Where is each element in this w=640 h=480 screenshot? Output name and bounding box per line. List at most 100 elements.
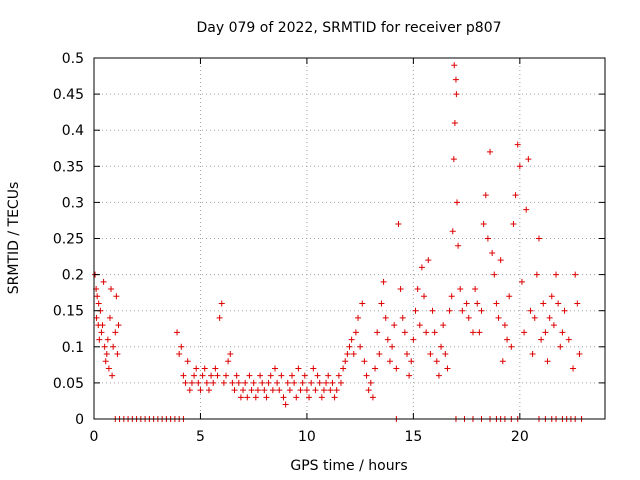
data-point <box>435 372 442 379</box>
data-point <box>529 351 536 358</box>
data-point <box>325 372 332 379</box>
data-point <box>433 358 440 365</box>
data-point <box>357 343 364 350</box>
data-point <box>463 300 470 307</box>
data-point <box>274 379 281 386</box>
data-point <box>263 394 270 401</box>
data-point <box>327 387 334 394</box>
data-point <box>331 394 338 401</box>
data-point <box>242 379 249 386</box>
data-point <box>367 379 374 386</box>
data-point <box>195 379 202 386</box>
data-point <box>110 343 117 350</box>
data-point <box>261 387 268 394</box>
data-point <box>115 322 122 329</box>
data-point <box>518 278 525 285</box>
data-point <box>555 300 562 307</box>
data-point <box>374 329 381 336</box>
data-point <box>176 351 183 358</box>
data-point <box>186 387 193 394</box>
data-point <box>416 322 423 329</box>
data-point <box>504 336 511 343</box>
data-point <box>544 358 551 365</box>
x-tick-label: 0 <box>90 429 99 445</box>
data-point <box>295 365 302 372</box>
data-point <box>231 387 238 394</box>
data-point <box>248 387 255 394</box>
data-point <box>514 141 521 148</box>
data-point <box>412 307 419 314</box>
data-point <box>489 249 496 256</box>
data-point <box>95 300 102 307</box>
data-point <box>112 329 119 336</box>
data-point <box>355 314 362 321</box>
data-point <box>506 293 513 300</box>
data-point <box>352 329 359 336</box>
data-point <box>557 343 564 350</box>
data-point <box>214 372 221 379</box>
data-point <box>423 329 430 336</box>
data-point <box>472 286 479 293</box>
data-point <box>452 76 459 83</box>
data-point <box>393 365 400 372</box>
data-point <box>259 379 266 386</box>
data-point <box>380 278 387 285</box>
data-point <box>193 365 200 372</box>
data-point <box>227 351 234 358</box>
data-point <box>510 221 517 228</box>
data-point <box>565 336 572 343</box>
data-points <box>92 62 585 422</box>
y-axis-label: SRMTID / TECUs <box>6 182 22 295</box>
data-point <box>335 372 342 379</box>
data-point <box>399 314 406 321</box>
grid-lines <box>94 58 605 419</box>
data-point <box>267 372 274 379</box>
data-point <box>220 379 227 386</box>
data-point <box>491 271 498 278</box>
data-point <box>346 343 353 350</box>
data-point <box>516 163 523 170</box>
data-point <box>403 351 410 358</box>
data-point <box>465 314 472 321</box>
data-point <box>99 322 106 329</box>
data-point <box>531 314 538 321</box>
data-point <box>444 365 451 372</box>
data-point <box>418 264 425 271</box>
data-point <box>105 365 112 372</box>
data-point <box>291 379 298 386</box>
data-point <box>284 379 291 386</box>
data-point <box>229 379 236 386</box>
data-point <box>240 387 247 394</box>
data-point <box>212 365 219 372</box>
data-point <box>540 300 547 307</box>
data-point <box>478 307 485 314</box>
data-point <box>369 394 376 401</box>
data-point <box>449 228 456 235</box>
data-point <box>389 343 396 350</box>
data-point <box>553 271 560 278</box>
data-point <box>431 329 438 336</box>
data-point <box>453 91 460 98</box>
data-point <box>493 300 500 307</box>
data-point <box>438 343 445 350</box>
data-point <box>246 372 253 379</box>
data-point <box>323 379 330 386</box>
data-point <box>297 387 304 394</box>
data-point <box>363 372 370 379</box>
data-point <box>314 372 321 379</box>
data-point <box>308 379 315 386</box>
data-point <box>429 307 436 314</box>
data-point <box>235 379 242 386</box>
data-point <box>340 365 347 372</box>
data-point <box>410 336 417 343</box>
data-point <box>208 372 215 379</box>
data-point <box>574 300 581 307</box>
data-point <box>386 358 393 365</box>
data-point <box>250 379 257 386</box>
x-tick-label: 15 <box>404 429 422 445</box>
data-point <box>106 314 113 321</box>
data-point <box>101 343 108 350</box>
data-point <box>454 199 461 206</box>
data-point <box>427 351 434 358</box>
